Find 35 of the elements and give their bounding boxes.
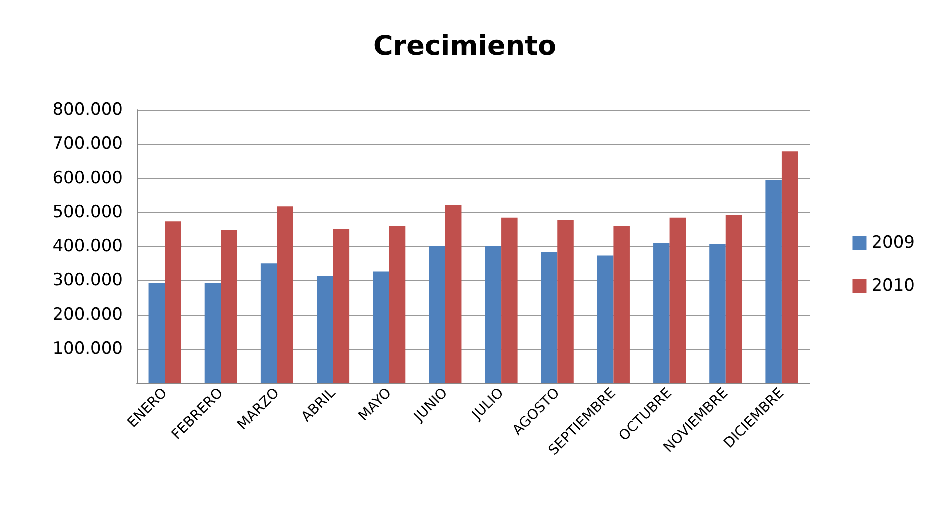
bar (389, 226, 406, 383)
legend-label: 2010 (872, 276, 915, 296)
bar (558, 220, 574, 383)
bar (614, 226, 630, 383)
bar (766, 180, 782, 383)
bar (485, 246, 502, 383)
bar (541, 252, 558, 383)
bar (373, 272, 390, 383)
y-tick-label: 300.000 (52, 270, 123, 291)
bar (429, 246, 446, 383)
legend-label: 2009 (872, 233, 915, 253)
bar (502, 218, 518, 383)
y-tick-label: 100.000 (52, 338, 123, 359)
bar (260, 264, 278, 383)
bar (204, 283, 222, 383)
bar (333, 229, 350, 383)
chart-title: Crecimiento (373, 31, 557, 62)
bar (277, 206, 294, 383)
bar (317, 276, 334, 383)
bar (165, 222, 182, 383)
bar (445, 206, 462, 383)
bar (148, 283, 166, 383)
bar (726, 215, 742, 383)
y-tick-label: 600.000 (52, 168, 123, 188)
bar (597, 256, 614, 383)
y-tick-label: 500.000 (52, 202, 123, 222)
bar (670, 218, 686, 383)
bar (710, 244, 726, 383)
bar (221, 230, 238, 383)
bar (654, 243, 670, 383)
y-tick-label: 800.000 (52, 100, 123, 120)
bar (782, 152, 798, 383)
y-tick-label: 700.000 (52, 134, 123, 154)
y-tick-label: 400.000 (52, 236, 123, 256)
y-tick-label: 200.000 (52, 304, 123, 325)
